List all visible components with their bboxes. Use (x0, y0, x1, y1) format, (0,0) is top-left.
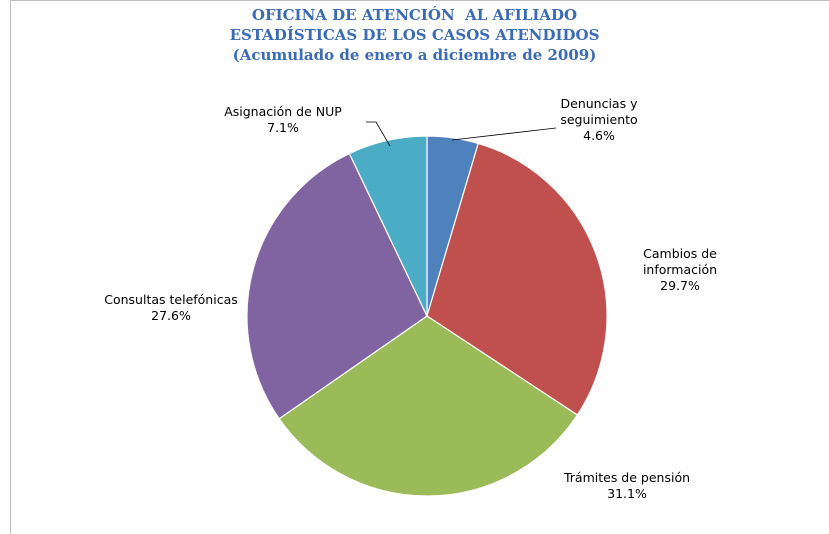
category-label: Consultas telefónicas (104, 292, 238, 307)
leader-line (451, 127, 557, 141)
chart-title: (Acumulado de enero a diciembre de 2009) (232, 46, 597, 64)
value-label: 4.6% (583, 128, 615, 143)
value-label: 27.6% (151, 308, 191, 323)
chart-title: OFICINA DE ATENCIÓN AL AFILIADO (251, 6, 578, 24)
chart-title: ESTADÍSTICAS DE LOS CASOS ATENDIDOS (229, 26, 600, 44)
leader-line (366, 121, 391, 147)
pie-slice (246, 152, 428, 420)
category-label: Trámites de pensión (563, 470, 691, 485)
value-label: 7.1% (267, 120, 299, 135)
pie-slice (278, 315, 579, 497)
category-label: Denuncias y seguimiento (560, 96, 638, 127)
value-label: 29.7% (660, 278, 700, 293)
category-label: Asignación de NUP (224, 104, 342, 119)
value-label: 31.1% (607, 486, 647, 501)
category-label: Cambios de información (642, 246, 718, 277)
pie-slice (426, 142, 608, 416)
